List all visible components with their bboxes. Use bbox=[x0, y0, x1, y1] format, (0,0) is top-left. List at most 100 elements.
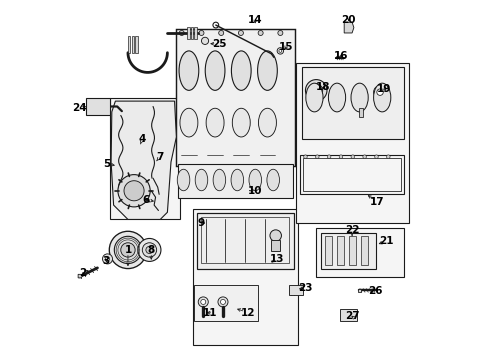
Text: 26: 26 bbox=[367, 286, 382, 296]
Circle shape bbox=[350, 155, 354, 158]
Ellipse shape bbox=[205, 51, 224, 90]
Bar bbox=[128, 36, 130, 53]
Text: 12: 12 bbox=[241, 308, 255, 318]
Circle shape bbox=[238, 31, 243, 36]
Ellipse shape bbox=[230, 169, 243, 191]
Circle shape bbox=[109, 231, 146, 269]
Bar bbox=[320, 233, 375, 269]
Circle shape bbox=[121, 243, 135, 257]
Circle shape bbox=[145, 246, 153, 253]
Bar bbox=[193, 285, 258, 320]
Circle shape bbox=[124, 181, 144, 201]
Bar bbox=[201, 217, 289, 263]
Bar bbox=[296, 63, 408, 223]
Text: 21: 21 bbox=[378, 236, 393, 246]
Ellipse shape bbox=[195, 169, 207, 191]
Text: 16: 16 bbox=[333, 51, 348, 61]
Text: 1: 1 bbox=[124, 245, 131, 255]
Ellipse shape bbox=[248, 169, 261, 191]
Circle shape bbox=[118, 175, 150, 207]
Text: 11: 11 bbox=[203, 308, 217, 318]
Bar bbox=[316, 228, 403, 277]
Text: 9: 9 bbox=[198, 218, 204, 228]
Ellipse shape bbox=[206, 108, 224, 137]
Circle shape bbox=[278, 49, 281, 52]
Circle shape bbox=[258, 31, 263, 36]
Bar bbox=[300, 155, 403, 194]
Ellipse shape bbox=[266, 169, 279, 191]
Circle shape bbox=[138, 238, 161, 261]
Bar bbox=[178, 164, 292, 198]
Ellipse shape bbox=[257, 51, 277, 90]
Ellipse shape bbox=[180, 108, 198, 137]
Circle shape bbox=[303, 155, 306, 158]
Text: 27: 27 bbox=[344, 311, 359, 321]
Circle shape bbox=[374, 155, 378, 158]
Bar bbox=[190, 27, 193, 40]
Text: 2: 2 bbox=[80, 268, 86, 278]
Bar bbox=[360, 235, 367, 265]
Ellipse shape bbox=[213, 169, 225, 191]
Circle shape bbox=[199, 31, 203, 36]
Circle shape bbox=[305, 80, 326, 101]
Text: 4: 4 bbox=[138, 134, 146, 144]
Ellipse shape bbox=[258, 108, 276, 137]
Bar bbox=[187, 27, 189, 40]
Circle shape bbox=[315, 155, 319, 158]
Circle shape bbox=[198, 297, 208, 307]
Circle shape bbox=[269, 230, 281, 241]
Text: 14: 14 bbox=[247, 15, 262, 26]
Circle shape bbox=[362, 155, 366, 158]
Ellipse shape bbox=[179, 51, 198, 90]
Bar bbox=[135, 36, 137, 53]
Circle shape bbox=[201, 300, 205, 305]
Text: 18: 18 bbox=[316, 82, 330, 92]
Text: 6: 6 bbox=[142, 195, 149, 205]
Text: 24: 24 bbox=[72, 103, 87, 113]
Bar bbox=[197, 213, 293, 269]
Bar bbox=[289, 285, 303, 296]
Bar bbox=[325, 235, 332, 265]
Circle shape bbox=[373, 86, 386, 99]
Bar bbox=[110, 98, 180, 220]
Bar bbox=[359, 108, 362, 117]
Text: 3: 3 bbox=[102, 256, 110, 266]
Circle shape bbox=[142, 243, 156, 257]
Bar bbox=[86, 98, 110, 116]
Text: 17: 17 bbox=[369, 197, 384, 207]
Circle shape bbox=[218, 297, 227, 307]
Polygon shape bbox=[344, 22, 353, 33]
Polygon shape bbox=[357, 289, 360, 292]
Circle shape bbox=[326, 155, 330, 158]
Text: 8: 8 bbox=[147, 245, 155, 255]
Circle shape bbox=[114, 236, 142, 264]
Bar bbox=[176, 30, 294, 166]
Circle shape bbox=[386, 155, 389, 158]
Text: 25: 25 bbox=[212, 39, 226, 49]
Text: 23: 23 bbox=[298, 283, 312, 293]
Bar bbox=[339, 309, 356, 320]
Ellipse shape bbox=[231, 51, 251, 90]
Circle shape bbox=[313, 87, 319, 93]
Bar bbox=[131, 36, 134, 53]
Ellipse shape bbox=[373, 83, 390, 112]
Ellipse shape bbox=[232, 108, 250, 137]
Circle shape bbox=[376, 89, 383, 95]
Circle shape bbox=[339, 155, 342, 158]
Polygon shape bbox=[111, 101, 176, 220]
Bar bbox=[301, 67, 403, 139]
Bar bbox=[194, 27, 196, 40]
Circle shape bbox=[277, 48, 283, 54]
Bar bbox=[192, 209, 298, 345]
Bar bbox=[336, 235, 344, 265]
Circle shape bbox=[218, 31, 223, 36]
Text: 20: 20 bbox=[341, 15, 355, 26]
Circle shape bbox=[309, 84, 322, 97]
Text: 7: 7 bbox=[156, 152, 163, 162]
Circle shape bbox=[201, 37, 208, 44]
Text: 15: 15 bbox=[278, 42, 292, 52]
Circle shape bbox=[102, 254, 112, 264]
Bar bbox=[303, 158, 400, 192]
Text: 19: 19 bbox=[376, 84, 391, 94]
Ellipse shape bbox=[177, 169, 189, 191]
